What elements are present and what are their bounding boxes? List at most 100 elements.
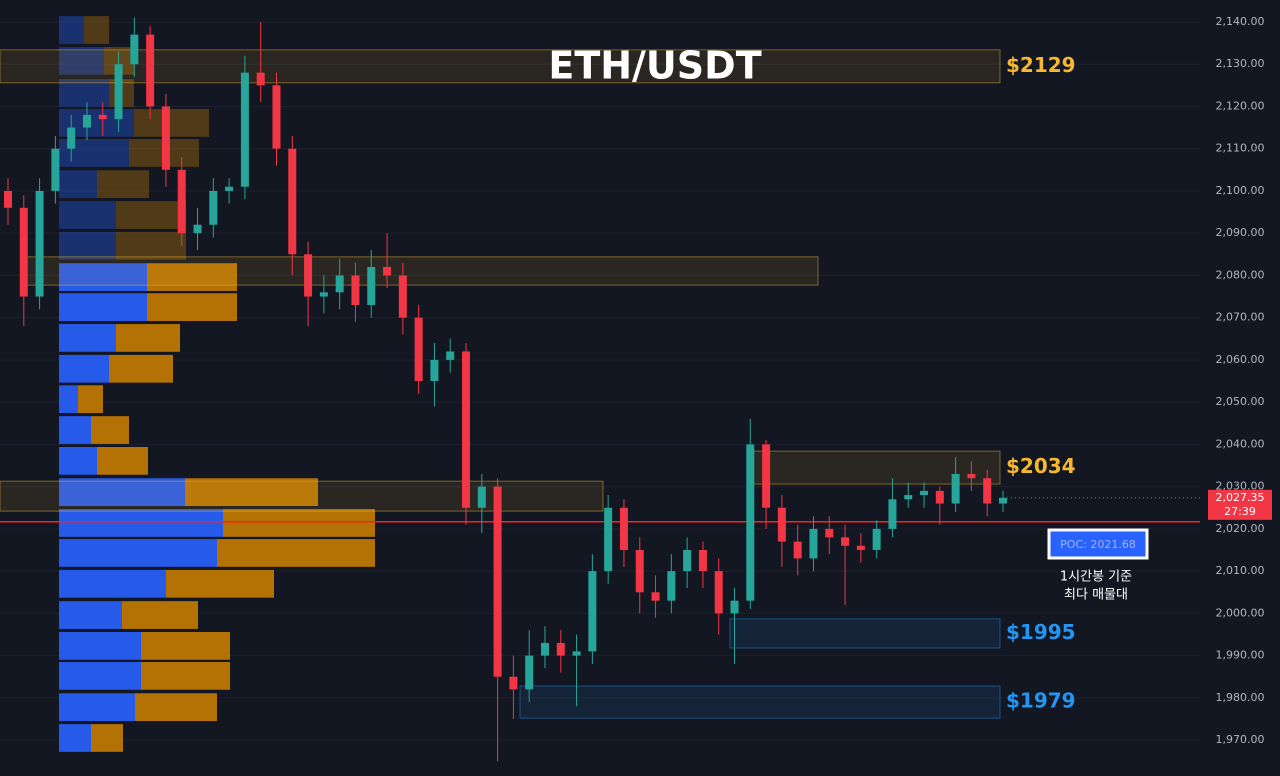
y-tick-label: 2,050.00 xyxy=(1216,395,1265,408)
candle-body xyxy=(999,497,1007,504)
candle-body xyxy=(920,490,929,496)
y-tick-label: 1,970.00 xyxy=(1216,733,1265,746)
candle-body xyxy=(856,545,865,551)
price-zone xyxy=(0,480,604,512)
candle-body xyxy=(667,571,676,601)
candle-body xyxy=(383,266,392,276)
profile-sell xyxy=(147,293,237,321)
profile-buy xyxy=(59,79,109,107)
profile-buy xyxy=(59,601,122,629)
candle-body xyxy=(398,275,407,318)
candle-body xyxy=(619,507,628,551)
profile-sell xyxy=(116,324,180,352)
candle-body xyxy=(98,114,107,120)
y-tick-label: 2,040.00 xyxy=(1216,437,1265,450)
candle-body xyxy=(651,592,660,601)
profile-buy xyxy=(59,293,147,321)
candle-body xyxy=(161,106,170,170)
profile-sell xyxy=(97,170,149,199)
profile-buy xyxy=(59,662,141,690)
profile-sell xyxy=(141,632,230,660)
profile-buy xyxy=(59,385,78,414)
candle-body xyxy=(193,224,202,234)
y-tick-label: 2,030.00 xyxy=(1216,480,1265,493)
profile-sell xyxy=(122,601,198,629)
chart-title: ETH/USDT xyxy=(548,44,761,88)
candle-body xyxy=(904,495,913,500)
candle-body xyxy=(477,486,486,508)
candle-body xyxy=(414,317,423,382)
candle-body xyxy=(319,292,328,297)
candle-body xyxy=(809,528,818,559)
candle-body xyxy=(635,550,644,593)
candle-body xyxy=(604,507,613,572)
zone-label: $1995 xyxy=(1006,620,1076,644)
countdown: 27:39 xyxy=(1224,505,1256,518)
candle-body xyxy=(114,64,123,120)
candle-body xyxy=(540,642,549,656)
candle-body xyxy=(525,655,534,690)
candle-body xyxy=(304,254,313,297)
y-tick-label: 2,010.00 xyxy=(1216,564,1265,577)
candle-body xyxy=(509,676,518,690)
candle-body xyxy=(493,486,502,677)
y-tick-label: 2,000.00 xyxy=(1216,606,1265,619)
candle-body xyxy=(446,351,455,360)
candle-body xyxy=(556,642,565,656)
candle-body xyxy=(19,207,28,297)
poc-label: POC: 2021.68 xyxy=(1060,538,1136,551)
candle-body xyxy=(683,550,692,572)
y-tick-label: 2,110.00 xyxy=(1216,142,1265,155)
profile-buy xyxy=(59,46,104,75)
y-tick-label: 2,060.00 xyxy=(1216,353,1265,366)
y-tick-label: 2,090.00 xyxy=(1216,226,1265,239)
profile-buy xyxy=(59,693,135,722)
profile-buy xyxy=(59,16,84,44)
profile-buy xyxy=(59,263,147,291)
profile-buy xyxy=(59,632,141,660)
profile-buy xyxy=(59,446,97,475)
y-tick-label: 2,130.00 xyxy=(1216,57,1265,70)
y-tick-label: 2,140.00 xyxy=(1216,15,1265,28)
price-zone xyxy=(519,685,1001,719)
candle-body xyxy=(240,72,249,187)
candle-body xyxy=(714,571,723,614)
y-tick-label: 2,100.00 xyxy=(1216,184,1265,197)
profile-buy xyxy=(59,324,116,352)
profile-sell xyxy=(84,16,109,44)
candle-body xyxy=(82,114,91,128)
profile-sell xyxy=(223,509,375,537)
candle-body xyxy=(67,127,76,149)
profile-sell xyxy=(91,724,123,752)
candle-body xyxy=(51,148,60,191)
profile-buy xyxy=(59,724,91,752)
zone-label: $2129 xyxy=(1006,53,1076,77)
candle-body xyxy=(967,473,976,479)
candle-body xyxy=(951,473,960,504)
y-tick-label: 2,070.00 xyxy=(1216,311,1265,324)
candle-body xyxy=(872,528,881,551)
candle-body xyxy=(777,507,786,542)
candle-body xyxy=(935,490,944,504)
profile-buy xyxy=(59,478,185,507)
y-tick-label: 1,990.00 xyxy=(1216,649,1265,662)
profile-buy xyxy=(59,416,91,444)
price-zone xyxy=(729,618,1001,649)
profile-sell xyxy=(217,539,375,567)
profile-sell xyxy=(91,416,129,444)
candle-body xyxy=(288,148,297,255)
profile-buy xyxy=(59,231,116,260)
profile-sell xyxy=(97,446,148,475)
candle-body xyxy=(146,34,155,107)
last-price-tag xyxy=(1208,489,1272,520)
zone-label: $2034 xyxy=(1006,454,1076,478)
profile-sell xyxy=(109,354,173,383)
y-tick-label: 1,980.00 xyxy=(1216,691,1265,704)
candle-body xyxy=(209,190,218,225)
profile-sell xyxy=(185,478,318,507)
price-axis xyxy=(1200,0,1280,776)
candle-body xyxy=(462,351,471,508)
profile-buy xyxy=(59,201,116,229)
profile-sell xyxy=(116,201,186,229)
